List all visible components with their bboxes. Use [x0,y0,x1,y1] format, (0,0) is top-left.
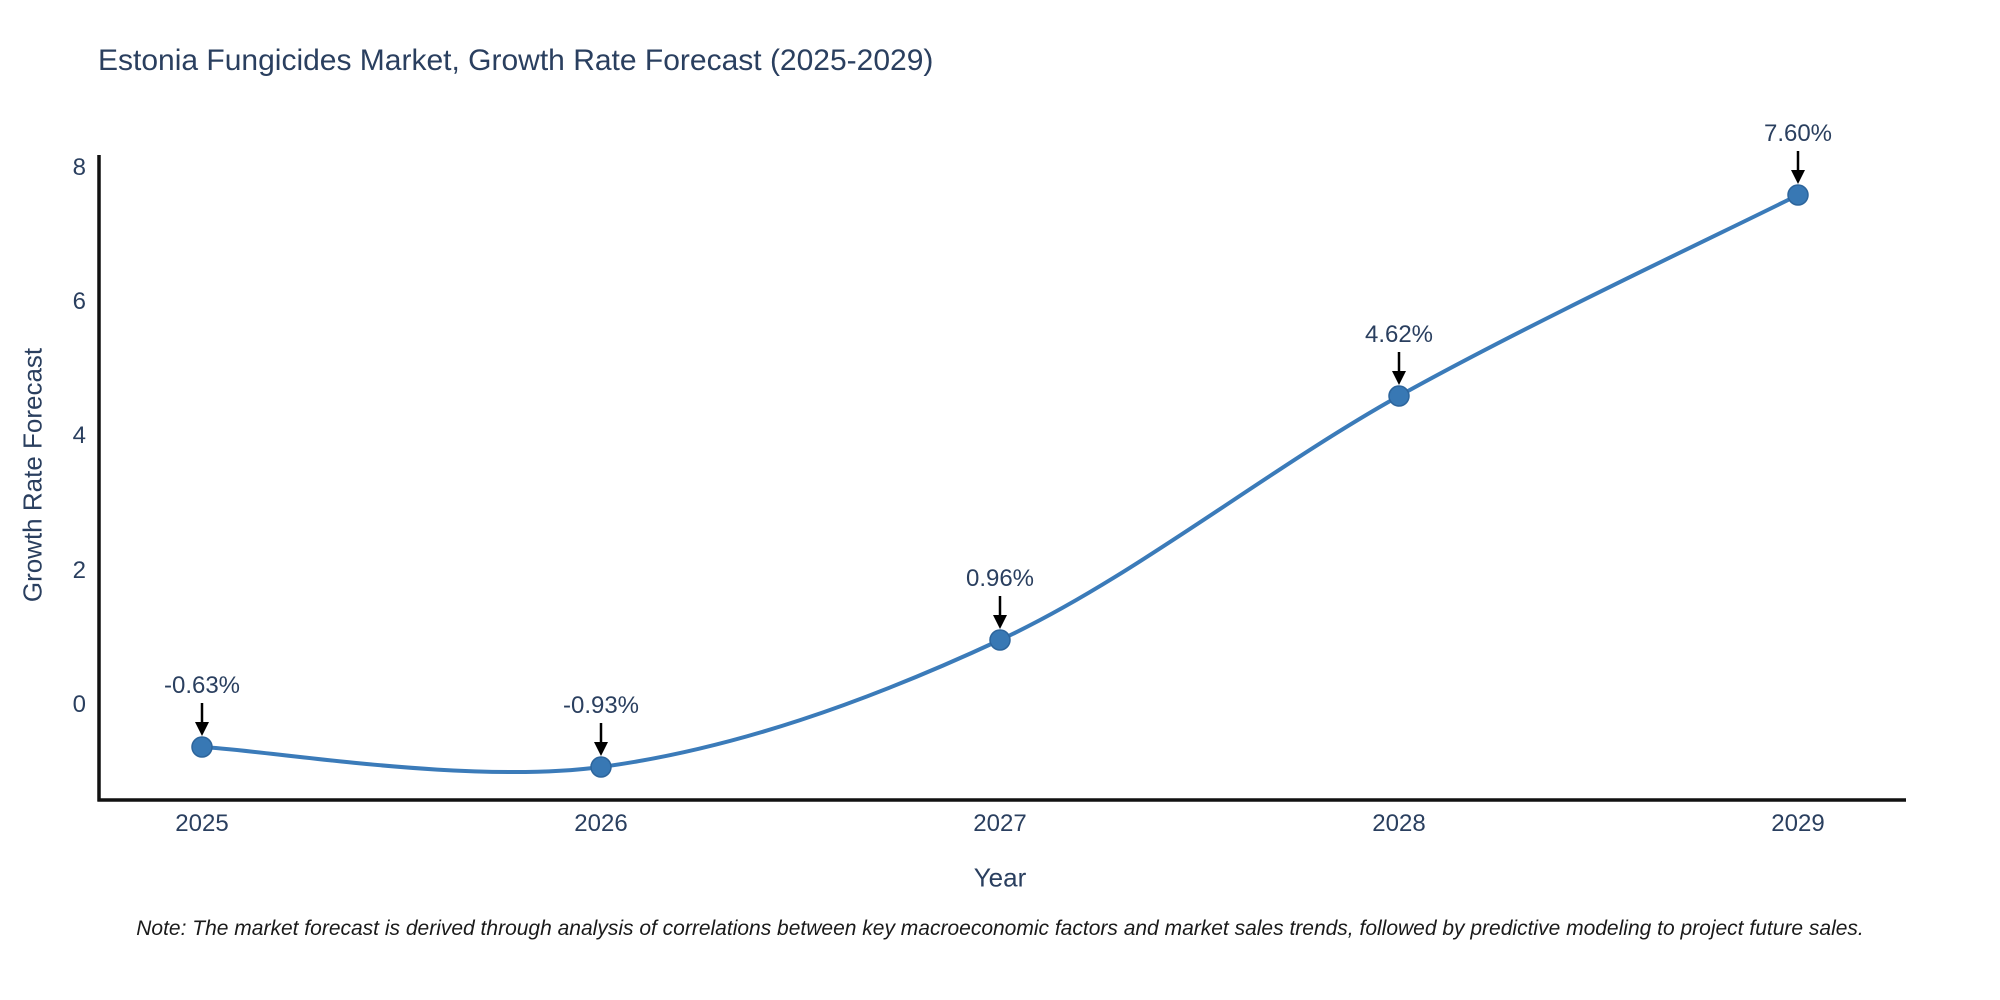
y-tick-4: 4 [72,422,86,449]
x-tick-2029: 2029 [1771,810,1825,837]
annotation-arrow-2029 [1791,151,1805,184]
annotation-arrow-2026 [594,723,608,756]
y-tick-8: 8 [72,154,86,181]
y-axis-title: Growth Rate Forecast [17,347,48,603]
annotation-label-2029: 7.60% [1763,120,1833,147]
chart-title: Estonia Fungicides Market, Growth Rate F… [98,44,934,77]
x-tick-2026: 2026 [574,810,628,837]
annotation-label-2025: -0.63% [163,672,241,699]
annotation-arrow-2027 [993,596,1007,629]
data-point-2025[interactable] [191,736,213,758]
y-tick-6: 6 [72,288,86,315]
annotation-label-2028: 4.62% [1364,321,1434,348]
annotation-arrow-2025 [195,703,209,736]
x-tick-2028: 2028 [1372,810,1426,837]
data-point-2029[interactable] [1787,184,1809,206]
annotation-arrow-2028 [1392,352,1406,385]
data-point-2027[interactable] [989,629,1011,651]
x-tick-2027: 2027 [973,810,1027,837]
x-tick-2025: 2025 [175,810,229,837]
y-tick-0: 0 [72,691,86,718]
data-point-2028[interactable] [1388,385,1410,407]
annotation-label-2026: -0.93% [562,692,640,719]
annotation-label-2027: 0.96% [965,565,1035,592]
chart-footnote: Note: The market forecast is derived thr… [136,917,1864,940]
data-point-2026[interactable] [590,756,612,778]
y-tick-2: 2 [72,557,86,584]
line-series[interactable] [200,193,1800,775]
x-axis-title: Year [973,862,1027,893]
